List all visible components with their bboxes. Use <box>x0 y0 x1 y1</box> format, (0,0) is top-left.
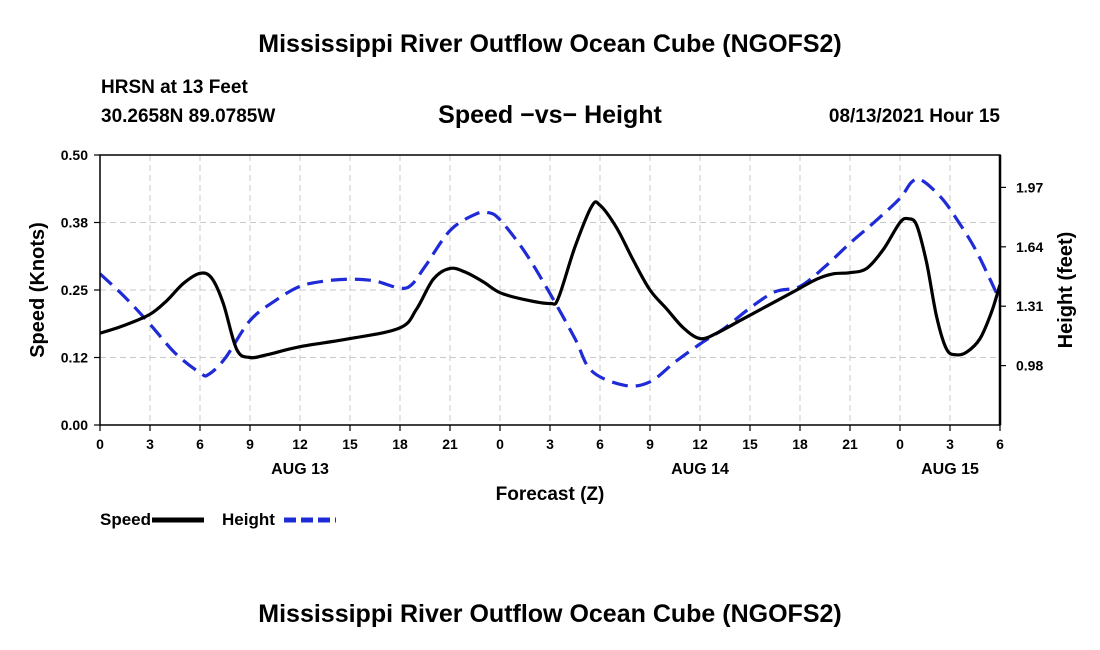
y-right-tick-label: 1.97 <box>1016 179 1043 195</box>
x-tick-label: 3 <box>946 436 954 452</box>
x-tick-label: 3 <box>546 436 554 452</box>
y-left-tick-label: 0.25 <box>61 282 88 298</box>
x-tick-label: 9 <box>246 436 254 452</box>
legend-label-speed: Speed <box>100 510 151 529</box>
y-left-tick-label: 0.38 <box>61 215 88 231</box>
station-label: HRSN at 13 Feet <box>101 77 248 98</box>
x-tick-label: 15 <box>342 436 358 452</box>
y-right-tick-label: 0.98 <box>1016 358 1043 374</box>
x-tick-label: 12 <box>292 436 308 452</box>
x-day-label: AUG 14 <box>671 461 729 478</box>
coordinates-label: 30.2658N 89.0785W <box>101 106 276 127</box>
x-tick-label: 3 <box>146 436 154 452</box>
x-day-label: AUG 15 <box>921 461 979 478</box>
x-tick-label: 18 <box>792 436 808 452</box>
y-right-tick-label: 1.31 <box>1016 298 1043 314</box>
y-right-tick-label: 1.64 <box>1016 239 1043 255</box>
chart-subtitle: Speed −vs− Height <box>438 101 662 129</box>
chart-title: Mississippi River Outflow Ocean Cube (NG… <box>258 30 842 58</box>
x-tick-label: 0 <box>96 436 104 452</box>
x-tick-label: 0 <box>496 436 504 452</box>
series-line-speed <box>100 200 1000 360</box>
y-axis-label-right: Height (feet) <box>1055 232 1077 349</box>
y-left-tick-label: 0.00 <box>61 417 88 433</box>
y-axis-label-left: Speed (Knots) <box>27 222 49 358</box>
legend-label-height: Height <box>222 510 275 529</box>
x-tick-label: 6 <box>996 436 1004 452</box>
x-tick-label: 9 <box>646 436 654 452</box>
footer-title: Mississippi River Outflow Ocean Cube (NG… <box>258 600 842 628</box>
series-layer <box>100 177 1000 388</box>
x-axis-label: Forecast (Z) <box>496 484 605 505</box>
x-tick-label: 6 <box>596 436 604 452</box>
forecast-datetime: 08/13/2021 Hour 15 <box>828 106 1000 127</box>
y-left-tick-label: 0.12 <box>61 350 88 366</box>
axes: 0 3 6 9 12 15 18 21 0 3 6 9 12 15 18 21 0 3 6 AUG 13 AUG 14 A… <box>61 147 1044 478</box>
x-tick-label: 6 <box>196 436 204 452</box>
x-tick-label: 21 <box>442 436 458 452</box>
x-tick-label: 21 <box>842 436 858 452</box>
grid <box>100 155 1000 425</box>
x-tick-label: 0 <box>896 436 904 452</box>
legend: Speed Height <box>100 510 336 529</box>
series-line-height <box>100 177 1000 388</box>
x-tick-label: 18 <box>392 436 408 452</box>
x-day-label: AUG 13 <box>271 461 329 478</box>
y-left-tick-label: 0.50 <box>61 147 88 163</box>
x-tick-label: 15 <box>742 436 758 452</box>
x-tick-label: 12 <box>692 436 708 452</box>
